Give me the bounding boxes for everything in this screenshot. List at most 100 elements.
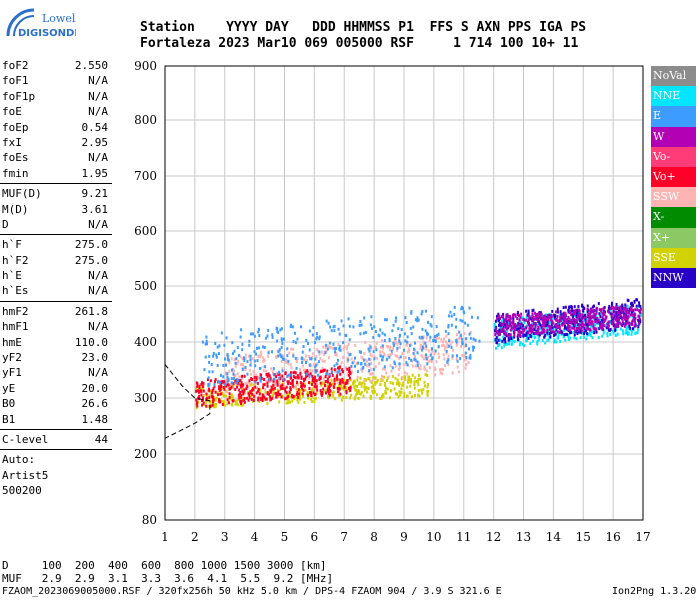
- scatter-point: [279, 328, 282, 332]
- scatter-point: [590, 307, 593, 311]
- scatter-point: [290, 323, 293, 327]
- scatter-point: [359, 332, 362, 336]
- scatter-point: [592, 324, 595, 328]
- scatter-point: [606, 331, 609, 335]
- scatter-point: [271, 387, 274, 391]
- legend-item: Vo-: [651, 146, 696, 167]
- scatter-point: [591, 314, 594, 318]
- scatter-point: [287, 380, 290, 384]
- scatter-point: [280, 345, 283, 349]
- scatter-point: [580, 324, 583, 328]
- scatter-point: [500, 346, 503, 350]
- scatter-point: [520, 330, 523, 334]
- scatter-point: [240, 394, 243, 398]
- scatter-point: [459, 345, 462, 349]
- scatter-point: [422, 357, 425, 361]
- scatter-point: [427, 355, 430, 359]
- scatter-point: [360, 362, 363, 366]
- scatter-point: [298, 397, 301, 401]
- scatter-point: [248, 354, 251, 358]
- scatter-point: [413, 341, 416, 345]
- scatter-point: [497, 323, 500, 327]
- scatter-point: [402, 356, 405, 360]
- scatter-point: [556, 307, 559, 311]
- scatter-point: [567, 333, 570, 337]
- scatter-point: [319, 389, 322, 393]
- scatter-point: [569, 309, 572, 313]
- scatter-point: [314, 370, 317, 374]
- scatter-point: [445, 334, 448, 338]
- scatter-point: [336, 362, 339, 366]
- scatter-point: [589, 312, 592, 316]
- scatter-point: [379, 345, 382, 349]
- scatter-point: [635, 298, 638, 302]
- scatter-point: [601, 334, 604, 338]
- scatter-point: [623, 312, 626, 316]
- scatter-point: [328, 384, 331, 388]
- scatter-point: [531, 339, 534, 343]
- scatter-point: [372, 335, 375, 339]
- scatter-point: [388, 337, 391, 341]
- scatter-point: [447, 354, 450, 358]
- scatter-point: [405, 321, 408, 325]
- scatter-point: [402, 395, 405, 399]
- scatter-point: [317, 360, 320, 364]
- scatter-point: [222, 364, 225, 368]
- scatter-point: [539, 315, 542, 319]
- scatter-point: [290, 373, 293, 377]
- scatter-point: [305, 392, 308, 396]
- scatter-point: [406, 363, 409, 367]
- scatter-point: [506, 334, 509, 338]
- param-value: N/A: [88, 151, 108, 165]
- scatter-point: [260, 377, 263, 381]
- scatter-point: [583, 319, 586, 323]
- scatter-point: [325, 372, 328, 376]
- scatter-point: [469, 353, 472, 357]
- scatter-point: [405, 363, 408, 367]
- scatter-point: [553, 313, 556, 317]
- scatter-point: [513, 327, 516, 331]
- scatter-point: [315, 379, 318, 383]
- scatter-point: [350, 393, 353, 397]
- scatter-point: [379, 354, 382, 358]
- scatter-point: [374, 365, 377, 369]
- scatter-point: [232, 387, 235, 391]
- scatter-point: [443, 337, 446, 341]
- scatter-point: [398, 365, 401, 369]
- scatter-point: [271, 335, 274, 339]
- scatter-point: [282, 337, 285, 341]
- scatter-point: [260, 366, 263, 370]
- scatter-point: [506, 313, 509, 317]
- scatter-point: [546, 328, 549, 332]
- scatter-point: [547, 329, 550, 333]
- scatter-point: [211, 391, 214, 395]
- scatter-point: [238, 353, 241, 357]
- scatter-point: [572, 312, 575, 316]
- scatter-point: [496, 314, 499, 318]
- scatter-point: [447, 325, 450, 329]
- scatter-point: [404, 316, 407, 320]
- scatter-point: [541, 327, 544, 331]
- scatter-point: [358, 391, 361, 395]
- scatter-point: [280, 354, 283, 358]
- scatter-point: [582, 305, 585, 309]
- scatter-point: [300, 357, 303, 361]
- scatter-point: [406, 350, 409, 354]
- scatter-point: [331, 391, 334, 395]
- scatter-point: [207, 387, 210, 391]
- scatter-point: [257, 327, 260, 331]
- scatter-point: [451, 354, 454, 358]
- scatter-point: [554, 317, 557, 321]
- scatter-point: [614, 333, 617, 337]
- scatter-point: [468, 332, 471, 336]
- scatter-point: [545, 314, 548, 318]
- scatter-point: [507, 324, 510, 328]
- x-tick-label: 7: [340, 530, 348, 544]
- scatter-point: [311, 379, 314, 383]
- scatter-point: [287, 362, 290, 366]
- scatter-point: [617, 315, 620, 319]
- scatter-point: [273, 373, 276, 377]
- scatter-point: [621, 320, 624, 324]
- scatter-point: [577, 316, 580, 320]
- scatter-point: [359, 381, 362, 385]
